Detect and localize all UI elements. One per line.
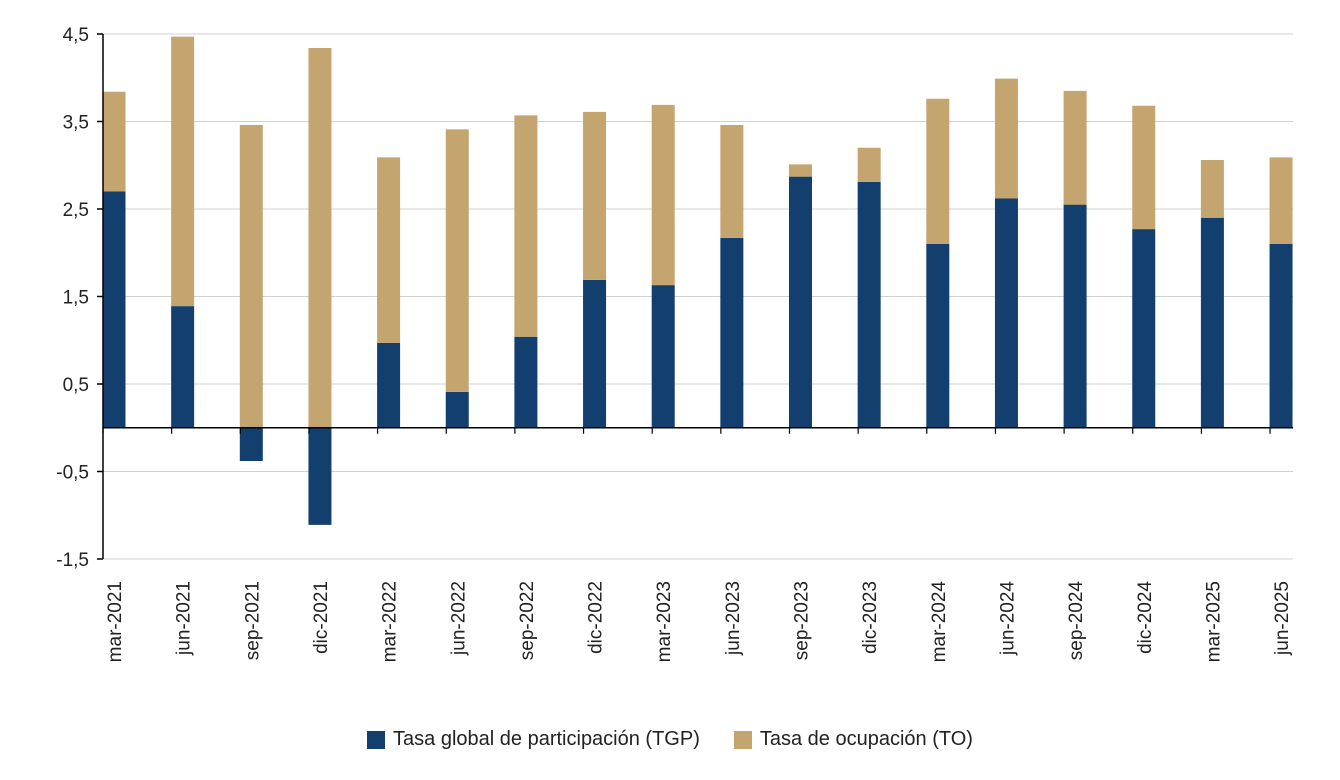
bar-to [445, 129, 469, 392]
bar-tgp [857, 181, 881, 428]
legend-label-tgp: Tasa global de participación (TGP) [393, 728, 700, 750]
bar-to [1269, 157, 1293, 244]
legend: Tasa global de participación (TGP) Tasa … [0, 728, 1340, 751]
bar-to [102, 91, 126, 192]
bar-to [1063, 90, 1087, 205]
bar-to [308, 48, 332, 428]
bar-tgp [651, 285, 675, 428]
bar-to [651, 104, 675, 286]
bar-to [583, 111, 607, 280]
x-tick-label: mar-2021 [105, 581, 126, 662]
bar-to [789, 164, 812, 177]
bar-tgp [171, 306, 195, 428]
bar-tgp [1063, 204, 1087, 428]
legend-label-to: Tasa de ocupación (TO) [759, 728, 973, 750]
bar-tgp [514, 336, 538, 428]
bar-tgp [102, 191, 126, 428]
x-tick-label: sep-2023 [792, 581, 813, 660]
bar-tgp [308, 427, 332, 525]
x-tick-label: jun-2023 [723, 581, 744, 656]
x-tick-label: sep-2024 [1066, 581, 1087, 661]
bar-tgp [926, 244, 950, 428]
bar-to [514, 115, 538, 337]
x-tick-label: mar-2024 [929, 581, 950, 663]
y-tick-label: -0,5 [56, 463, 89, 484]
x-tick-label: dic-2021 [311, 581, 332, 654]
bar-tgp [994, 198, 1018, 428]
x-tick-label: mar-2023 [654, 581, 675, 662]
bar-tgp [239, 427, 263, 461]
bar-tgp [789, 176, 812, 428]
x-tick-label: dic-2024 [1135, 581, 1156, 654]
bar-to [857, 147, 881, 182]
bar-to [239, 125, 263, 428]
x-tick-label: jun-2022 [448, 581, 469, 656]
x-tick-label: mar-2025 [1203, 581, 1224, 662]
bar-tgp [1269, 244, 1293, 428]
y-tick-label: 2,5 [63, 200, 89, 221]
legend-item-to: Tasa de ocupación (TO) [733, 728, 973, 751]
bar-tgp [583, 279, 607, 428]
y-tick-label: -1,5 [56, 550, 89, 571]
y-tick-label: 0,5 [63, 375, 89, 396]
bar-tgp [1200, 217, 1224, 428]
bar-to [377, 157, 401, 343]
x-tick-label: jun-2025 [1272, 581, 1293, 656]
legend-swatch-tgp [367, 730, 386, 749]
legend-swatch-to [733, 730, 752, 749]
bar-tgp [377, 342, 401, 428]
bar-to [994, 78, 1018, 199]
bar-to [1132, 105, 1156, 230]
x-tick-label: jun-2024 [997, 581, 1018, 656]
bar-tgp [720, 237, 744, 428]
x-tick-label: sep-2021 [242, 581, 263, 660]
x-tick-label: dic-2022 [586, 581, 607, 654]
y-tick-label: 4,5 [63, 25, 89, 46]
bar-to [171, 36, 195, 307]
x-tick-label: jun-2021 [174, 581, 195, 656]
x-tick-label: sep-2022 [517, 581, 538, 660]
bar-to [720, 125, 744, 238]
bar-to [1200, 160, 1224, 218]
x-tick-label: dic-2023 [860, 581, 881, 654]
bar-tgp [445, 391, 469, 428]
bar-tgp [1132, 229, 1156, 428]
y-tick-label: 3,5 [63, 113, 89, 134]
bar-to [926, 98, 950, 244]
legend-item-tgp: Tasa global de participación (TGP) [367, 728, 700, 751]
x-tick-label: mar-2022 [380, 581, 401, 662]
y-tick-label: 1,5 [63, 288, 89, 309]
